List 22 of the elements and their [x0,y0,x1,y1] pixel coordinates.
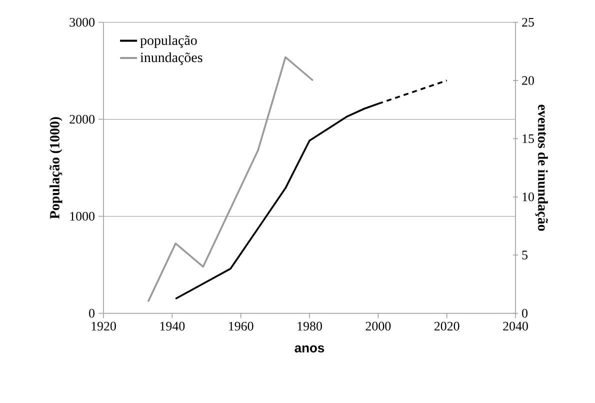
y2-tick-label: 5 [522,250,528,260]
y2-tick-label: 20 [522,76,534,85]
legend-label: população [140,35,197,48]
x-tick-label: 2000 [366,322,391,331]
x-tick-label: 1980 [298,322,322,331]
x-tick-label: 2040 [503,322,528,331]
y-tick-label: 3000 [70,18,95,27]
y2-tick-label: 0 [522,308,528,318]
y2-tick-label: 10 [522,192,534,202]
x-axis-title: anos [294,345,324,352]
x-tick-label: 1940 [160,322,185,331]
y-tick-label: 2000 [70,114,95,124]
x-tick-label: 1960 [229,322,254,331]
y-axis-title: População (1000) [50,117,62,219]
x-tick-label: 1920 [92,322,116,331]
y2-tick-label: 25 [522,18,534,27]
x-tick-label: 2020 [434,322,460,331]
y-tick-label: 0 [89,308,95,318]
y2-tick-label: 15 [522,134,534,144]
legend-label: inundações [140,52,202,66]
y-tick-label: 1000 [70,212,95,221]
y2-axis-title: eventos de inundação [535,104,548,231]
